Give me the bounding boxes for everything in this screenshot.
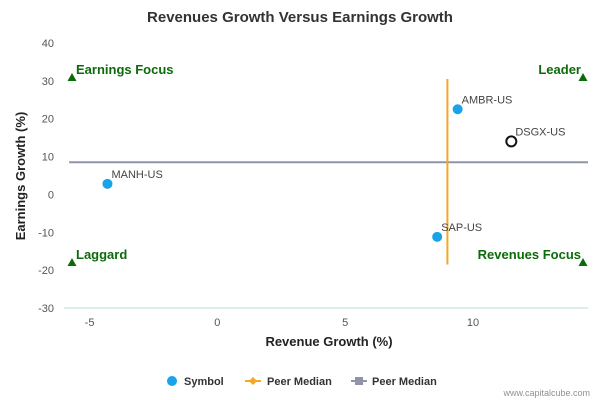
triangle-marker-icon [578,73,588,81]
y-tick-label: -30 [38,303,54,315]
triangle-marker-icon [67,73,77,81]
y-tick-label: 40 [42,38,54,50]
quadrant-markers: Earnings Focus Leader Laggard Revenues Focu… [67,62,588,266]
y-axis-ticks: 40 30 20 10 0 -10 -20 -30 [38,38,54,315]
x-axis-ticks: -5 0 5 10 [85,317,479,329]
legend-diamond-icon [249,377,257,385]
legend-label: Peer Median [372,376,437,388]
legend-symbol-icon [167,376,177,386]
y-tick-label: -20 [38,265,54,277]
y-tick-label: 20 [42,114,54,126]
x-tick-label: 5 [342,317,348,329]
legend: Symbol Peer Median Peer Median [167,376,437,388]
credit-text: www.capitalcube.com [502,388,590,398]
legend-label: Symbol [184,376,224,388]
data-point [432,231,443,242]
data-points: MANH-US AMBR-US SAP-US DSGX-US [102,94,565,242]
data-point [102,178,113,189]
chart-title: Revenues Growth Versus Earnings Growth [147,9,453,26]
y-axis-label: Earnings Growth (%) [13,112,28,241]
x-axis-label: Revenue Growth (%) [265,334,392,349]
y-tick-label: 30 [42,76,54,88]
legend-square-icon [355,377,363,385]
triangle-marker-icon [578,258,588,266]
quadrant-label-laggard: Laggard [76,247,127,262]
data-point-highlighted [505,135,518,148]
y-tick-label: 0 [48,189,54,201]
y-tick-label: 10 [42,152,54,164]
quadrant-label-leader: Leader [538,62,581,77]
x-tick-label: -5 [85,317,95,329]
data-point-label: SAP-US [441,222,482,234]
quadrant-label-revenues-focus: Revenues Focus [478,247,581,262]
triangle-marker-icon [67,258,77,266]
data-point [452,104,463,115]
legend-label: Peer Median [267,376,332,388]
quadrant-label-earnings-focus: Earnings Focus [76,62,174,77]
x-tick-label: 10 [467,317,479,329]
data-point-label: MANH-US [111,169,162,181]
data-point-label: DSGX-US [515,126,565,138]
data-point-label: AMBR-US [462,94,513,106]
x-tick-label: 0 [214,317,220,329]
y-tick-label: -10 [38,227,54,239]
